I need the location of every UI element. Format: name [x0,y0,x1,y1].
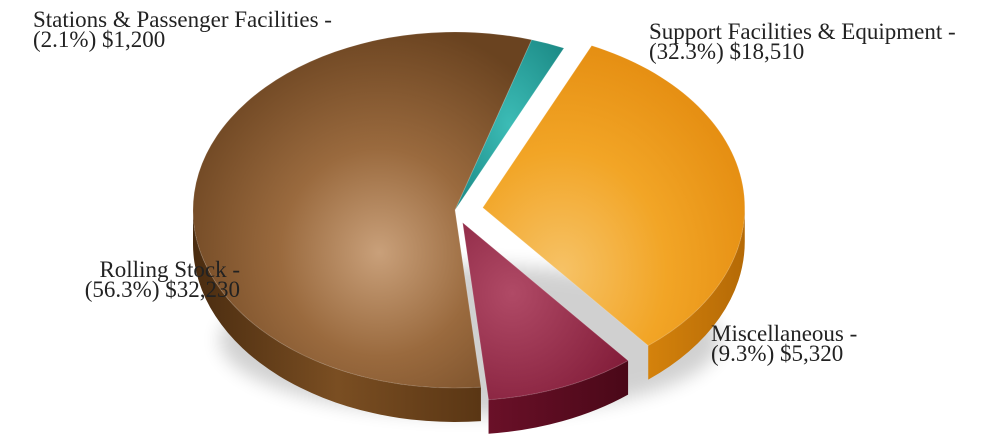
pie-slice-side-3 [193,210,481,422]
slice-label-value: (2.1%) $1,200 [33,27,165,52]
pie-labels: Stations & Passenger Facilities -(2.1%) … [33,7,956,366]
slice-label-name: Miscellaneous - [711,321,857,346]
slice-label-0: Stations & Passenger Facilities -(2.1%) … [33,7,332,52]
pie-sides [193,207,745,434]
pie-slice-3 [192,31,533,389]
slice-label-3: Rolling Stock -(56.3%) $32,230 [85,257,240,302]
slice-label-value: (9.3%) $5,320 [711,341,843,366]
slice-label-1: Support Facilities & Equipment -(32.3%) … [649,19,956,64]
pie-slice-side-2 [488,360,629,434]
slice-label-value: (32.3%) $18,510 [649,39,804,64]
slice-label-name: Rolling Stock - [99,257,240,282]
pie-slice-1 [482,45,746,347]
slice-label-name: Support Facilities & Equipment - [649,19,956,44]
pie-slice-2 [461,221,629,401]
pie-slice-side-1 [648,207,745,380]
pie-slice-0 [454,39,565,211]
pie-tops [192,31,746,401]
slice-label-2: Miscellaneous -(9.3%) $5,320 [711,321,857,366]
slice-label-name: Stations & Passenger Facilities - [33,7,332,32]
slice-label-value: (56.3%) $32,230 [85,277,240,302]
